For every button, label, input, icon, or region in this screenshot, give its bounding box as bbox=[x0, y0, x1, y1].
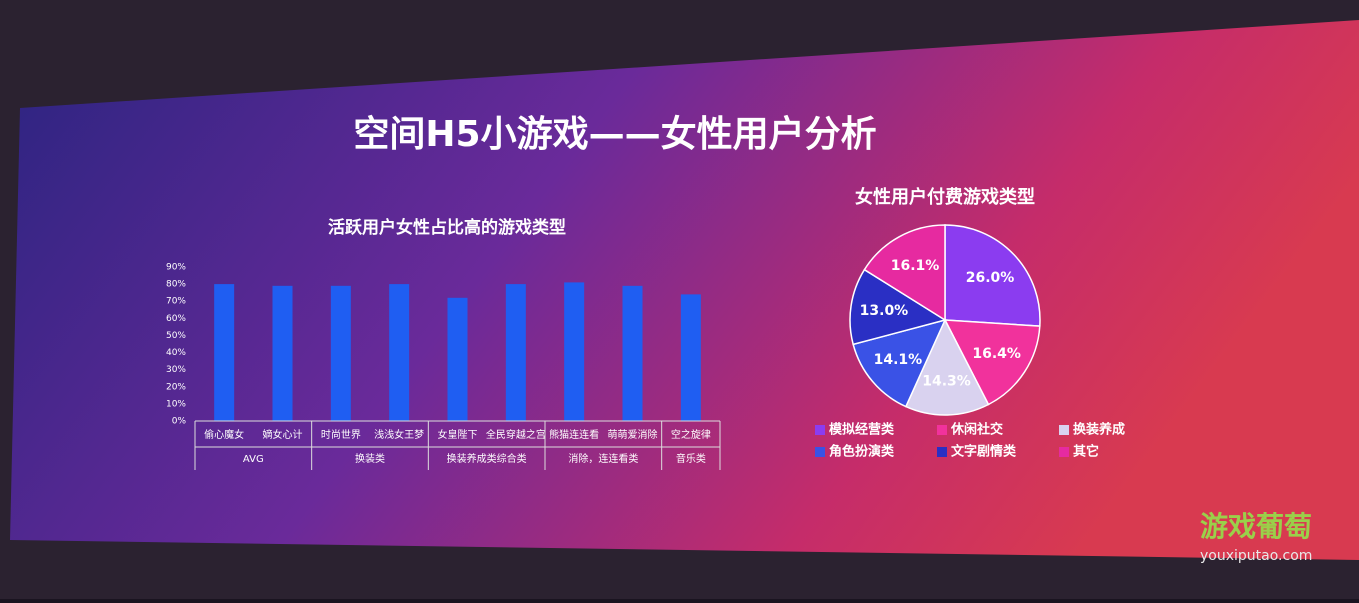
x-tick-label: 浅浅女王梦 bbox=[374, 428, 424, 441]
x-tick-label: 全民穿越之宫 bbox=[486, 428, 546, 441]
x-tick-label: 空之旋律 bbox=[671, 428, 711, 441]
legend-swatch bbox=[815, 447, 825, 457]
y-tick-label: 30% bbox=[166, 365, 186, 375]
y-tick-label: 90% bbox=[166, 263, 186, 273]
slice-label: 14.1% bbox=[874, 352, 923, 368]
chart-title: 活跃用户女性占比高的游戏类型 bbox=[328, 217, 566, 238]
bar bbox=[505, 284, 526, 421]
x-tick-label: 熊猫连连看 bbox=[549, 428, 599, 441]
slice-label: 16.4% bbox=[972, 346, 1021, 362]
x-tick-label: 萌萌爱消除 bbox=[608, 428, 658, 441]
group-label: AVG bbox=[243, 454, 264, 465]
charts: 活跃用户女性占比高的游戏类型 0% 10% 20% 30% 40% 50% 60% 70% 80%… bbox=[166, 186, 1125, 470]
group-label: 音乐类 bbox=[676, 452, 706, 465]
pie-slice bbox=[943, 319, 1041, 406]
legend-label: 休闲社交 bbox=[950, 422, 1003, 438]
group-label: 换装类 bbox=[355, 452, 385, 465]
legend-label: 其它 bbox=[1073, 444, 1099, 460]
legend-swatch bbox=[937, 447, 947, 457]
bar bbox=[564, 282, 585, 421]
slice-label: 13.0% bbox=[860, 303, 909, 319]
y-tick-label: 80% bbox=[166, 280, 186, 290]
legend-swatch bbox=[815, 425, 825, 435]
legend-swatch bbox=[937, 425, 947, 435]
bar bbox=[680, 294, 701, 421]
slice-label: 16.1% bbox=[891, 258, 940, 274]
legend-label: 模拟经营类 bbox=[829, 422, 895, 438]
legend-label: 换装养成 bbox=[1073, 422, 1125, 438]
bar bbox=[214, 284, 235, 421]
legend-label: 文字剧情类 bbox=[951, 444, 1017, 460]
slide-title: 空间H5小游戏——女性用户分析 bbox=[353, 114, 876, 155]
slice-label: 26.0% bbox=[966, 270, 1015, 286]
y-tick-label: 10% bbox=[166, 399, 186, 409]
x-tick-label: 嫡女心计 bbox=[263, 428, 303, 441]
legend-label: 角色扮演类 bbox=[829, 444, 895, 460]
bar bbox=[389, 284, 410, 421]
bar bbox=[447, 297, 468, 421]
watermark-url: youxiputao.com bbox=[1200, 548, 1312, 564]
y-tick-label: 70% bbox=[166, 297, 186, 307]
y-tick-label: 40% bbox=[166, 348, 186, 358]
chart-title: 女性用户付费游戏类型 bbox=[855, 186, 1035, 208]
pie-slice bbox=[863, 224, 946, 322]
group-label: 消除，连连看类 bbox=[568, 452, 638, 465]
x-tick-label: 时尚世界 bbox=[321, 428, 361, 441]
y-tick-label: 60% bbox=[166, 314, 186, 324]
pie-slice bbox=[944, 224, 1041, 327]
pie-slice bbox=[849, 268, 947, 346]
bar bbox=[622, 285, 643, 421]
group-label: 换装养成类综合类 bbox=[447, 452, 527, 465]
x-tick-label: 女皇陛下 bbox=[438, 428, 478, 441]
x-tick-label: 偷心魔女 bbox=[204, 428, 244, 441]
watermark-name: 游戏葡萄 bbox=[1200, 510, 1312, 543]
legend-swatch bbox=[1059, 447, 1069, 457]
y-tick-label: 20% bbox=[166, 382, 186, 392]
pie-slice bbox=[904, 318, 990, 416]
bar bbox=[272, 285, 293, 421]
y-tick-label: 0% bbox=[172, 417, 187, 427]
bar bbox=[330, 285, 351, 421]
slice-label: 14.3% bbox=[922, 374, 971, 390]
screen bbox=[10, 20, 1359, 560]
pie-slice bbox=[852, 318, 947, 408]
y-tick-label: 50% bbox=[166, 331, 186, 341]
legend-swatch bbox=[1059, 425, 1069, 435]
